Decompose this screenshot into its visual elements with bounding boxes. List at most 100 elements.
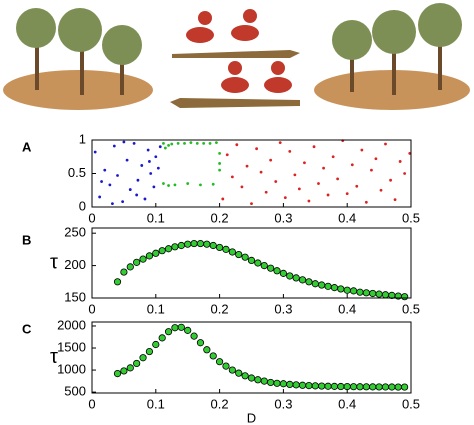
y-axis-label: τ — [50, 346, 58, 368]
marker — [375, 383, 383, 391]
point — [317, 182, 320, 185]
point — [235, 143, 239, 147]
point — [167, 184, 170, 187]
panel-label: C — [22, 321, 32, 336]
marker — [324, 282, 332, 290]
marker — [222, 245, 230, 253]
marker — [254, 259, 262, 267]
arrow-right — [172, 50, 300, 58]
illustration — [3, 3, 470, 110]
point — [189, 141, 193, 145]
marker — [216, 358, 224, 366]
point — [215, 141, 218, 145]
marker — [196, 239, 205, 248]
marker — [247, 374, 256, 382]
marker — [152, 249, 160, 257]
marker — [113, 278, 122, 286]
marker — [286, 272, 294, 280]
marker — [401, 293, 409, 301]
marker — [305, 381, 313, 390]
point — [278, 141, 282, 145]
marker — [311, 382, 319, 390]
marker — [349, 287, 358, 295]
panel-label: A — [22, 139, 32, 154]
point — [199, 183, 202, 187]
point — [389, 178, 392, 182]
marker — [177, 323, 185, 331]
x-axis-label: D — [247, 410, 256, 425]
y-tick-label: 150 — [64, 289, 86, 304]
y-tick-label: 1000 — [57, 362, 86, 377]
marker — [209, 241, 217, 250]
point — [293, 173, 297, 177]
marker — [273, 267, 281, 275]
point — [136, 178, 140, 182]
point — [202, 141, 206, 145]
marker — [292, 274, 300, 282]
point — [307, 199, 311, 203]
marker — [177, 241, 185, 250]
y-tick-label: 0 — [79, 198, 86, 213]
marker — [133, 258, 141, 266]
marker — [356, 383, 364, 391]
point — [116, 174, 119, 177]
point — [403, 172, 407, 175]
marker — [120, 268, 128, 276]
point — [230, 175, 234, 179]
panel-label: B — [22, 232, 31, 247]
point — [170, 142, 174, 146]
marker — [158, 247, 166, 255]
marker — [388, 383, 396, 391]
point — [195, 141, 199, 145]
point — [331, 155, 335, 159]
point — [379, 188, 383, 192]
marker — [133, 359, 141, 368]
marker — [298, 381, 307, 389]
point — [360, 148, 364, 152]
point — [355, 184, 359, 188]
x-tick-label: 0.3 — [274, 396, 292, 411]
point — [186, 182, 190, 185]
point — [384, 142, 387, 146]
point — [154, 155, 158, 159]
marker — [401, 383, 409, 391]
x-tick-label: 0.2 — [211, 396, 229, 411]
marker — [292, 381, 300, 389]
point — [303, 161, 306, 165]
point — [398, 160, 402, 163]
marker — [273, 379, 281, 387]
ants — [186, 9, 292, 93]
y-tick-label: 1 — [79, 131, 86, 146]
x-tick-label: 0.1 — [147, 396, 165, 411]
x-tick-label: 0.2 — [211, 301, 229, 316]
marker — [267, 264, 275, 272]
marker — [190, 332, 198, 340]
point — [274, 180, 278, 183]
point — [143, 197, 147, 201]
marker — [126, 364, 134, 372]
marker — [381, 291, 390, 299]
marker — [113, 369, 122, 378]
point — [108, 183, 112, 187]
y-tick-label: 500 — [64, 384, 86, 399]
point — [156, 166, 160, 170]
marker — [356, 288, 364, 296]
marker — [349, 383, 358, 391]
marker — [330, 284, 339, 292]
point — [312, 145, 316, 149]
x-tick-label: 0.3 — [274, 301, 292, 316]
marker — [126, 263, 134, 271]
y-tick-label: 2000 — [57, 317, 86, 332]
marker — [381, 383, 390, 391]
point — [370, 168, 373, 172]
marker — [222, 362, 230, 370]
point — [283, 196, 287, 200]
point — [218, 168, 222, 172]
ground-left — [3, 70, 153, 110]
point — [259, 170, 263, 174]
point — [148, 160, 151, 163]
point — [336, 177, 340, 181]
marker — [241, 372, 249, 380]
marker — [203, 240, 211, 248]
